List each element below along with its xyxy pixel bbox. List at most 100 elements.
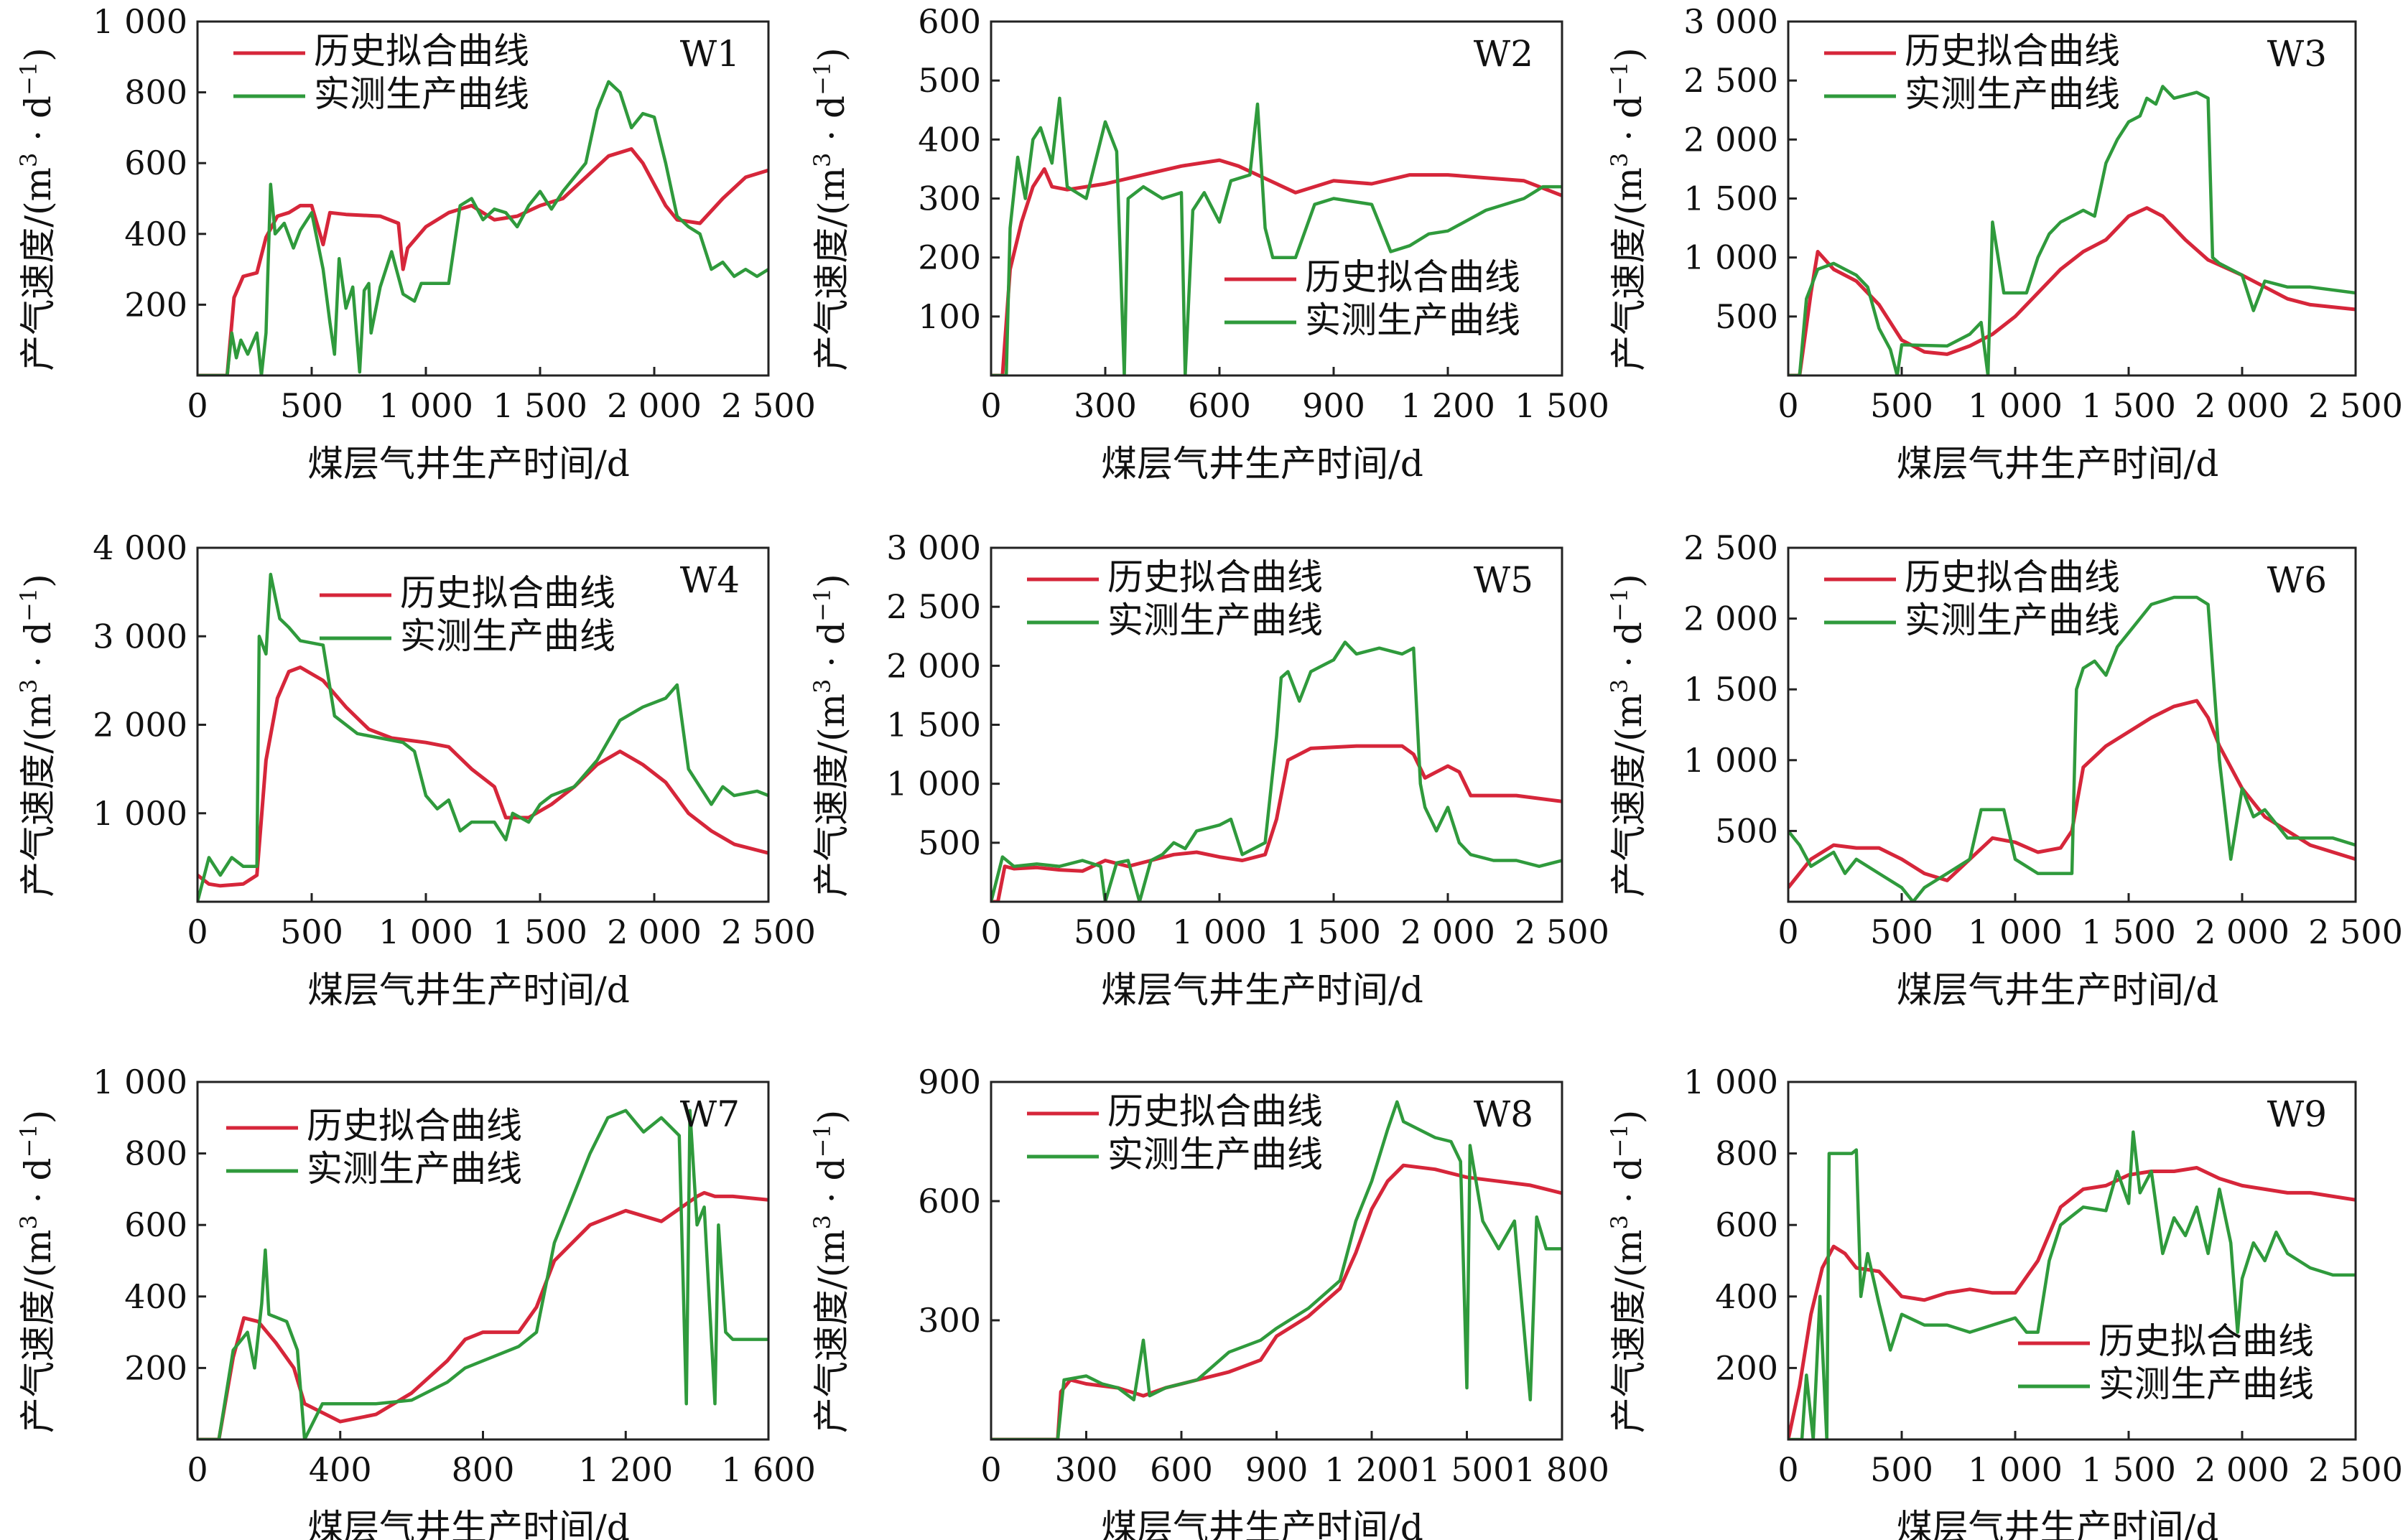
y-tick-label: 1 000 — [1683, 741, 1778, 780]
chart-panel-w5: 0 500 1 000 1 500 2 000 2 500 500 1 000 1 500 2 0… — [809, 528, 1609, 1011]
x-tick-label: 1 200 — [1400, 386, 1495, 425]
y-tick-label: 1 500 — [886, 706, 981, 745]
x-axis-label: 煤层气井生产时间/d — [1101, 1507, 1423, 1540]
series-line-measured — [197, 572, 768, 902]
x-axis-label: 煤层气井生产时间/d — [307, 1507, 630, 1540]
y-tick-label: 2 000 — [1683, 120, 1778, 159]
well-label: W4 — [680, 559, 740, 601]
x-tick-label: 1 500 — [493, 386, 587, 425]
legend-label: 历史拟合曲线 — [307, 1105, 522, 1147]
legend-label: 实测生产曲线 — [1905, 599, 2120, 641]
x-tick-label: 500 — [1870, 1450, 1933, 1489]
y-tick-label: 400 — [124, 215, 187, 253]
legend-label: 历史拟合曲线 — [1905, 30, 2120, 72]
y-tick-label: 300 — [918, 179, 981, 218]
x-tick-label: 1 600 — [721, 1450, 816, 1489]
x-tick-label: 2 500 — [1515, 913, 1609, 951]
legend-label: 历史拟合曲线 — [1107, 1091, 1323, 1132]
y-tick-label: 2 500 — [1683, 61, 1778, 100]
well-label: W8 — [1474, 1093, 1533, 1135]
y-tick-label: 2 000 — [886, 646, 981, 685]
y-axis-label: 产气速度/(m3 · d−1) — [15, 1110, 59, 1434]
x-axis-label: 煤层气井生产时间/d — [1101, 443, 1423, 485]
y-tick-label: 2 500 — [1683, 528, 1778, 567]
legend-label: 历史拟合曲线 — [1305, 256, 1520, 298]
well-label: W1 — [680, 33, 740, 75]
y-tick-label: 3 000 — [93, 617, 187, 655]
x-tick-label: 600 — [1150, 1450, 1213, 1489]
y-tick-label: 1 000 — [93, 2, 187, 41]
x-tick-label: 2 500 — [721, 386, 816, 425]
legend-label: 实测生产曲线 — [1905, 73, 2120, 115]
x-tick-label: 2 000 — [607, 913, 702, 951]
y-tick-label: 600 — [124, 1205, 187, 1244]
y-tick-label: 500 — [1715, 811, 1778, 850]
chart-panel-w4: 0 500 1 000 1 500 2 000 2 500 1 000 2 000 3 000 4… — [15, 528, 816, 1011]
legend-label: 历史拟合曲线 — [400, 572, 615, 614]
x-tick-label: 500 — [1074, 913, 1137, 951]
x-axis-label: 煤层气井生产时间/d — [1897, 1507, 2219, 1540]
y-axis-label: 产气速度/(m3 · d−1) — [809, 574, 852, 897]
y-tick-label: 3 000 — [1683, 2, 1778, 41]
x-tick-label: 500 — [1870, 386, 1933, 425]
series-line-fit — [1788, 206, 2356, 375]
x-tick-label: 500 — [280, 386, 343, 425]
y-tick-label: 600 — [124, 144, 187, 182]
y-tick-label: 1 500 — [1683, 670, 1778, 709]
x-tick-label: 2 500 — [721, 913, 816, 951]
x-tick-label: 2 000 — [1400, 913, 1495, 951]
x-tick-label: 1 500 — [2081, 913, 2176, 951]
well-label: W6 — [2267, 559, 2327, 601]
x-tick-label: 1 000 — [378, 913, 473, 951]
x-tick-label: 1 500 — [2081, 386, 2176, 425]
x-tick-label: 800 — [452, 1450, 515, 1489]
y-tick-label: 800 — [124, 73, 187, 112]
x-tick-label: 2 000 — [2195, 913, 2290, 951]
y-tick-label: 1 000 — [1683, 238, 1778, 277]
series-line-measured — [197, 80, 768, 375]
y-axis-label: 产气速度/(m3 · d−1) — [15, 47, 59, 371]
chart-panel-w1: 0 500 1 000 1 500 2 000 2 500 200 400 600 800 1 00… — [15, 2, 816, 485]
legend-label: 历史拟合曲线 — [1107, 556, 1323, 598]
y-tick-label: 3 000 — [886, 528, 981, 567]
x-tick-label: 500 — [1870, 913, 1933, 951]
x-tick-label: 1 500 — [1420, 1450, 1515, 1489]
x-tick-label: 2 500 — [2308, 1450, 2403, 1489]
y-tick-label: 1 000 — [886, 765, 981, 803]
x-tick-label: 1 000 — [1968, 913, 2063, 951]
plot-frame — [196, 20, 770, 377]
x-tick-label: 1 200 — [578, 1450, 673, 1489]
x-tick-label: 1 800 — [1515, 1450, 1609, 1489]
series-line-measured — [1788, 85, 2356, 375]
series-line-fit — [197, 665, 768, 888]
x-tick-label: 0 — [187, 1450, 208, 1489]
x-tick-label: 2 500 — [2308, 913, 2403, 951]
legend-label: 实测生产曲线 — [314, 73, 529, 115]
x-axis-label: 煤层气井生产时间/d — [1897, 443, 2219, 485]
chart-panel-w8: 0 300 600 900 1 200 1 500 1 800 300 600 900 煤层气井生产… — [809, 1063, 1609, 1540]
y-axis-label: 产气速度/(m3 · d−1) — [809, 1110, 852, 1434]
x-tick-label: 0 — [187, 386, 208, 425]
y-tick-label: 600 — [918, 1182, 981, 1221]
y-tick-label: 1 000 — [1683, 1063, 1778, 1101]
series-line-measured — [991, 1100, 1562, 1439]
y-tick-label: 800 — [124, 1134, 187, 1173]
x-tick-label: 0 — [980, 913, 1001, 951]
series-line-fit — [991, 158, 1562, 375]
well-label: W9 — [2267, 1093, 2327, 1135]
chart-panel-w6: 0 500 1 000 1 500 2 000 2 500 500 1 000 1 500 2 0… — [1606, 528, 2403, 1011]
y-tick-label: 600 — [1715, 1205, 1778, 1244]
x-tick-label: 0 — [1777, 913, 1798, 951]
x-tick-label: 1 200 — [1324, 1450, 1419, 1489]
legend-label: 历史拟合曲线 — [2098, 1320, 2314, 1362]
y-tick-label: 600 — [918, 2, 981, 41]
y-tick-label: 1 000 — [93, 794, 187, 833]
series-line-measured — [1788, 1130, 2356, 1439]
y-tick-label: 500 — [918, 823, 981, 862]
legend-label: 实测生产曲线 — [1305, 299, 1520, 341]
legend-label: 实测生产曲线 — [2098, 1363, 2314, 1405]
x-tick-label: 300 — [1055, 1450, 1118, 1489]
y-axis-label: 产气速度/(m3 · d−1) — [15, 574, 59, 897]
chart-panel-w7: 0 400 800 1 200 1 600 200 400 600 800 1 000 煤层气井生产… — [15, 1063, 816, 1540]
x-tick-label: 900 — [1302, 386, 1365, 425]
